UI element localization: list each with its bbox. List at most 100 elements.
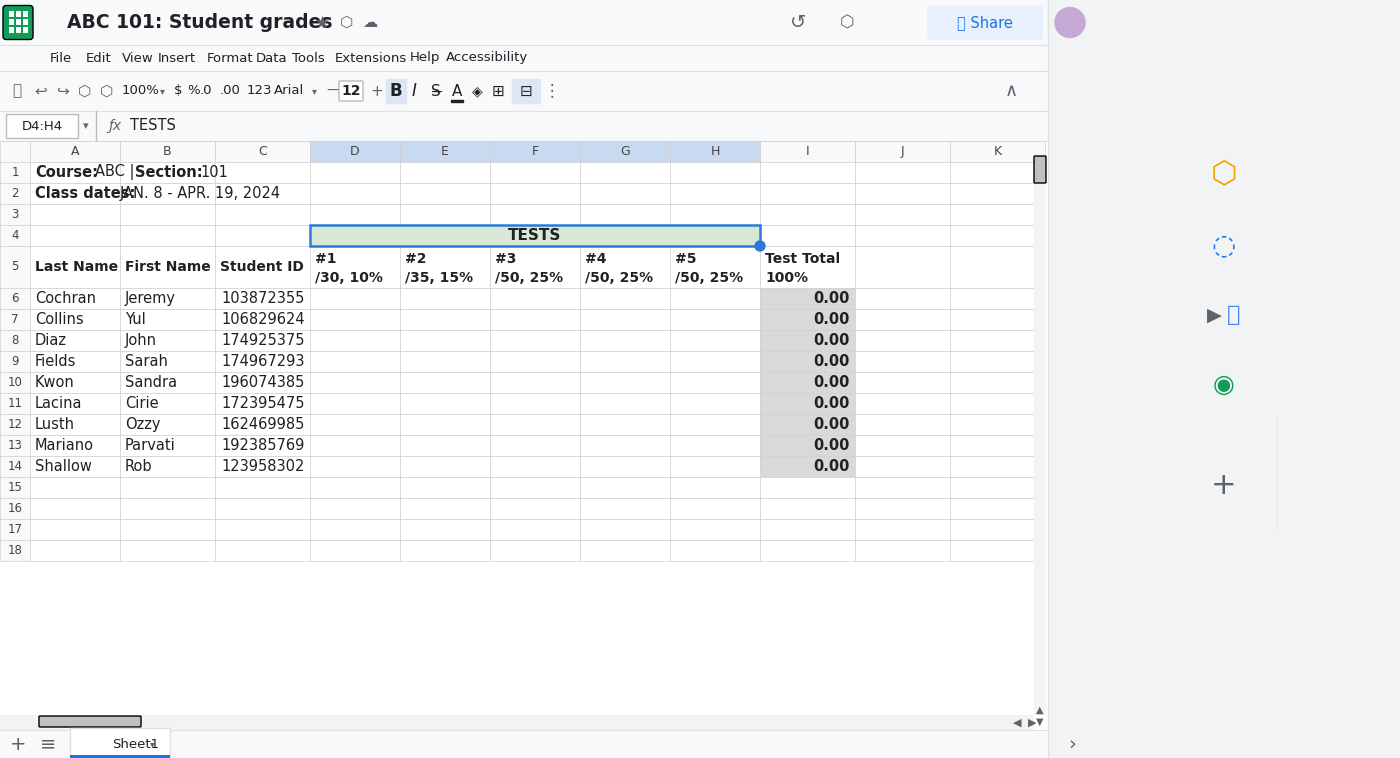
Text: Test Total: Test Total [764, 252, 840, 266]
Bar [760, 498, 855, 519]
Bar [760, 414, 855, 435]
Bar [15, 18, 21, 24]
Bar [580, 540, 671, 561]
Bar [760, 246, 855, 288]
Bar [400, 435, 490, 456]
Bar [760, 393, 855, 414]
Bar [216, 204, 309, 225]
Text: View: View [122, 52, 154, 64]
Bar [580, 309, 671, 330]
Bar [760, 477, 855, 498]
Bar [490, 372, 580, 393]
Bar [671, 519, 760, 540]
Bar [29, 435, 120, 456]
Bar [760, 330, 855, 351]
Bar [386, 79, 406, 103]
Bar [671, 204, 760, 225]
Bar [580, 288, 671, 309]
Text: Lacina: Lacina [35, 396, 83, 411]
Bar [760, 372, 855, 393]
Text: Last Name: Last Name [35, 260, 118, 274]
Bar [120, 393, 216, 414]
Bar [0, 498, 29, 519]
Bar [671, 183, 760, 204]
Bar [671, 393, 760, 414]
Bar [216, 435, 309, 456]
Bar [120, 183, 216, 204]
Text: 174925375: 174925375 [221, 333, 305, 348]
Text: 10: 10 [7, 376, 22, 389]
Bar [0, 730, 1400, 758]
Bar [580, 162, 671, 183]
Bar [671, 540, 760, 561]
Bar [671, 288, 760, 309]
Bar [671, 162, 760, 183]
Bar [671, 435, 760, 456]
Bar [309, 519, 400, 540]
Bar [309, 183, 400, 204]
Bar [29, 141, 120, 162]
Text: 123958302: 123958302 [221, 459, 305, 474]
Bar [0, 162, 29, 183]
Bar [29, 540, 120, 561]
Bar [309, 477, 400, 498]
Bar [0, 477, 29, 498]
Bar [671, 498, 760, 519]
Bar [951, 309, 1044, 330]
Bar [760, 288, 855, 309]
Bar [580, 204, 671, 225]
Text: B: B [389, 82, 402, 100]
Bar [760, 183, 855, 204]
Bar [671, 456, 760, 477]
Bar [490, 498, 580, 519]
FancyBboxPatch shape [3, 5, 34, 39]
Bar [855, 162, 951, 183]
Bar [120, 498, 216, 519]
Text: 106829624: 106829624 [221, 312, 305, 327]
Text: H: H [710, 145, 720, 158]
Bar [0, 456, 29, 477]
Bar [951, 414, 1044, 435]
Text: 14: 14 [7, 460, 22, 473]
Bar [29, 309, 120, 330]
Bar [671, 246, 760, 288]
Text: ⬡: ⬡ [78, 83, 91, 99]
Bar [490, 141, 580, 162]
Bar [951, 456, 1044, 477]
Bar [400, 162, 490, 183]
Bar [400, 519, 490, 540]
Bar [951, 519, 1044, 540]
Bar [0, 45, 1400, 71]
Bar [400, 456, 490, 477]
Bar [400, 225, 490, 246]
Text: ◈: ◈ [472, 84, 483, 98]
Bar [490, 330, 580, 351]
Text: 7: 7 [11, 313, 18, 326]
Text: 5: 5 [11, 261, 18, 274]
Bar [0, 246, 29, 288]
Text: 2: 2 [11, 187, 18, 200]
Bar [22, 18, 28, 24]
Text: TESTS: TESTS [508, 228, 561, 243]
Text: 0.00: 0.00 [813, 291, 850, 306]
Bar [6, 114, 78, 138]
Bar [400, 540, 490, 561]
Text: S̶: S̶ [433, 83, 442, 99]
Bar [15, 27, 21, 33]
Text: 0.00: 0.00 [813, 333, 850, 348]
Bar [0, 309, 29, 330]
Text: E: E [441, 145, 449, 158]
Bar [951, 204, 1044, 225]
Bar [70, 755, 169, 758]
Text: Collins: Collins [35, 312, 84, 327]
Bar [309, 246, 400, 288]
Bar [400, 414, 490, 435]
Text: Cirie: Cirie [125, 396, 158, 411]
Bar [0, 372, 29, 393]
Text: 17: 17 [7, 523, 22, 536]
Bar [120, 435, 216, 456]
Bar [120, 519, 216, 540]
Bar [216, 414, 309, 435]
Bar [0, 225, 29, 246]
Bar [1035, 162, 1046, 715]
